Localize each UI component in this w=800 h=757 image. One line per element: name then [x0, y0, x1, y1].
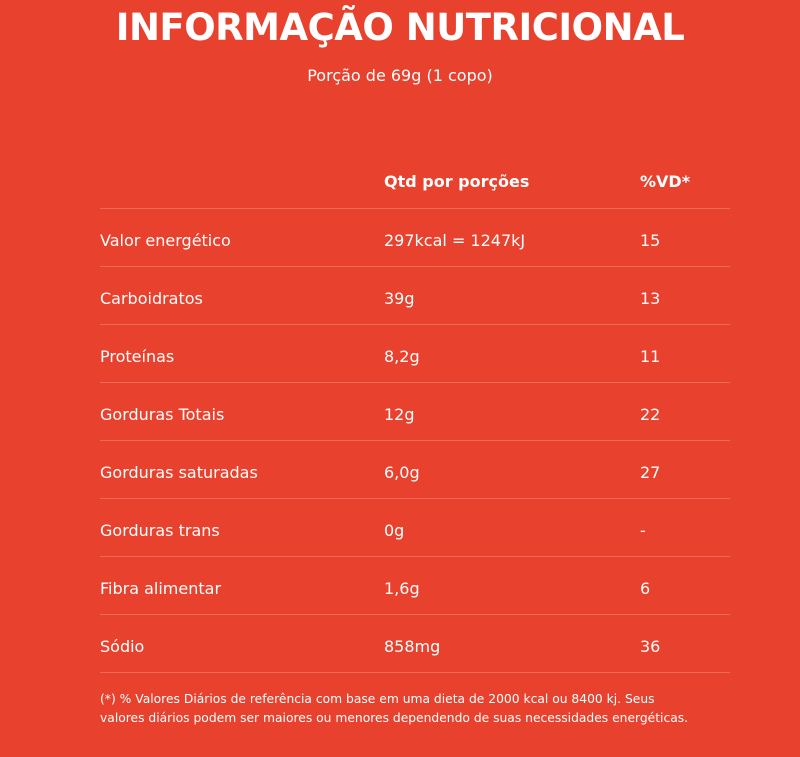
page-title: INFORMAÇÃO NUTRICIONAL	[115, 6, 685, 49]
header-quantity: Qtd por porções	[384, 172, 530, 191]
nutrient-quantity: 858mg	[384, 637, 441, 656]
nutrient-quantity: 0g	[384, 521, 405, 540]
nutrient-daily-value: 27	[640, 463, 661, 482]
nutrient-name: Sódio	[100, 637, 145, 656]
table-header: Qtd por porções %VD*	[100, 150, 730, 209]
nutrient-name: Carboidratos	[100, 289, 203, 308]
table-row: Fibra alimentar 1,6g 6	[100, 557, 730, 615]
nutrient-daily-value: 22	[640, 405, 661, 424]
table-row: Gorduras saturadas 6,0g 27	[100, 441, 730, 499]
nutrient-daily-value: 6	[640, 579, 651, 598]
nutrient-quantity: 297kcal = 1247kJ	[384, 231, 526, 250]
table-row: Valor energético 297kcal = 1247kJ 15	[100, 209, 730, 267]
nutrient-daily-value: 15	[640, 231, 661, 250]
nutrient-quantity: 1,6g	[384, 579, 420, 598]
nutrient-name: Gorduras Totais	[100, 405, 225, 424]
serving-size: Porção de 69g (1 copo)	[307, 66, 493, 85]
table-row: Carboidratos 39g 13	[100, 267, 730, 325]
header-daily-value: %VD*	[640, 172, 691, 191]
footnote-line: valores diários podem ser maiores ou men…	[100, 711, 689, 725]
nutrient-quantity: 8,2g	[384, 347, 420, 366]
footnote-line: (*) % Valores Diários de referência com …	[100, 692, 655, 706]
nutrient-quantity: 6,0g	[384, 463, 420, 482]
table-row: Gorduras Totais 12g 22	[100, 383, 730, 441]
nutrient-name: Proteínas	[100, 347, 175, 366]
table-row: Sódio 858mg 36	[100, 615, 730, 673]
nutrition-table: Qtd por porções %VD* Valor energético 29…	[100, 150, 730, 673]
nutrient-name: Gorduras trans	[100, 521, 220, 540]
nutrient-name: Valor energético	[100, 231, 231, 250]
nutrient-daily-value: 13	[640, 289, 661, 308]
nutrient-name: Fibra alimentar	[100, 579, 222, 598]
nutrient-quantity: 12g	[384, 405, 415, 424]
nutrient-quantity: 39g	[384, 289, 415, 308]
nutrient-name: Gorduras saturadas	[100, 463, 258, 482]
footnote: (*) % Valores Diários de referência com …	[100, 690, 740, 728]
table-row: Proteínas 8,2g 11	[100, 325, 730, 383]
nutrient-daily-value: -	[640, 521, 646, 540]
table-row: Gorduras trans 0g -	[100, 499, 730, 557]
nutrient-daily-value: 11	[640, 347, 661, 366]
nutrient-daily-value: 36	[640, 637, 661, 656]
